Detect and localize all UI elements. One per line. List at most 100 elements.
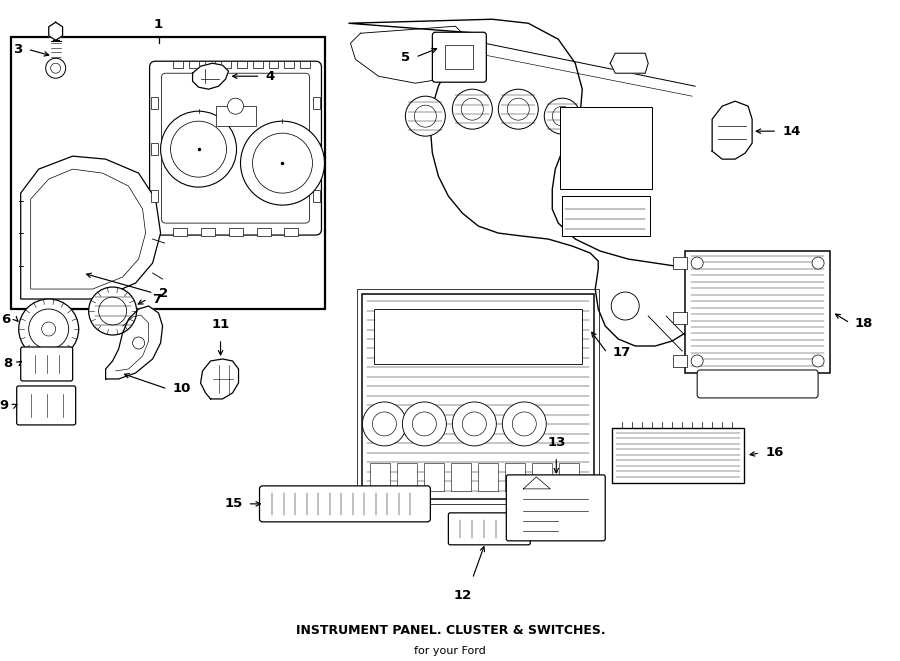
Circle shape <box>41 322 56 336</box>
FancyBboxPatch shape <box>162 73 310 223</box>
Circle shape <box>812 355 824 367</box>
Text: INSTRUMENT PANEL. CLUSTER & SWITCHES.: INSTRUMENT PANEL. CLUSTER & SWITCHES. <box>295 624 605 637</box>
Polygon shape <box>712 101 752 159</box>
Bar <box>398 463 418 491</box>
Text: 10: 10 <box>173 383 191 395</box>
Text: 12: 12 <box>454 589 472 602</box>
Bar <box>562 196 650 236</box>
Bar <box>673 312 688 324</box>
Circle shape <box>691 355 703 367</box>
Circle shape <box>29 309 68 349</box>
Circle shape <box>373 412 396 436</box>
Bar <box>173 228 186 236</box>
Bar <box>357 289 599 504</box>
Circle shape <box>405 97 446 136</box>
Bar <box>561 107 652 189</box>
Circle shape <box>414 105 436 127</box>
Circle shape <box>240 121 325 205</box>
Circle shape <box>50 63 60 73</box>
Text: 4: 4 <box>266 69 274 83</box>
Text: 11: 11 <box>212 318 230 331</box>
Bar <box>150 97 158 109</box>
Bar <box>313 97 320 109</box>
Bar <box>11 37 326 309</box>
Bar <box>559 463 580 491</box>
Bar <box>201 228 214 236</box>
Text: 13: 13 <box>547 436 565 449</box>
FancyBboxPatch shape <box>149 61 321 235</box>
Text: 7: 7 <box>153 293 162 305</box>
Bar <box>220 61 230 68</box>
Bar <box>237 61 247 68</box>
Text: 2: 2 <box>158 286 167 299</box>
FancyBboxPatch shape <box>17 386 76 425</box>
Bar <box>268 61 278 68</box>
Bar <box>150 190 158 202</box>
FancyBboxPatch shape <box>21 347 73 381</box>
Text: for your Ford: for your Ford <box>415 646 486 656</box>
Polygon shape <box>348 19 698 346</box>
Bar <box>215 106 256 126</box>
Circle shape <box>462 98 483 120</box>
Text: 14: 14 <box>782 125 800 137</box>
Bar <box>371 463 391 491</box>
Text: 16: 16 <box>765 446 784 459</box>
Bar <box>478 463 499 491</box>
Bar <box>256 228 271 236</box>
Circle shape <box>611 292 639 320</box>
Bar <box>229 228 242 236</box>
Bar <box>173 61 183 68</box>
Polygon shape <box>49 22 63 40</box>
Circle shape <box>171 121 227 177</box>
Circle shape <box>160 111 237 187</box>
Bar <box>452 463 472 491</box>
Polygon shape <box>610 54 648 73</box>
Circle shape <box>508 98 529 120</box>
Bar <box>189 61 199 68</box>
Text: 8: 8 <box>4 358 13 370</box>
Circle shape <box>453 89 492 129</box>
Circle shape <box>553 106 572 126</box>
Bar <box>363 294 594 499</box>
Polygon shape <box>105 306 163 379</box>
Bar <box>204 61 214 68</box>
Bar <box>446 45 473 69</box>
Circle shape <box>544 98 580 134</box>
Circle shape <box>88 287 137 335</box>
Bar <box>313 190 320 202</box>
Circle shape <box>132 337 145 349</box>
Bar <box>505 463 526 491</box>
Circle shape <box>691 257 703 269</box>
Circle shape <box>453 402 496 446</box>
Polygon shape <box>201 359 239 399</box>
Circle shape <box>512 412 536 436</box>
Bar <box>284 228 299 236</box>
Circle shape <box>363 402 407 446</box>
Polygon shape <box>31 169 146 289</box>
Bar <box>673 257 688 269</box>
Circle shape <box>253 133 312 193</box>
Bar <box>374 309 582 364</box>
FancyBboxPatch shape <box>259 486 430 522</box>
Text: 1: 1 <box>154 19 163 31</box>
Circle shape <box>402 402 446 446</box>
Circle shape <box>463 412 486 436</box>
Bar <box>685 251 830 373</box>
Circle shape <box>19 299 78 359</box>
Bar <box>612 428 744 483</box>
Bar <box>284 61 294 68</box>
Text: 6: 6 <box>2 313 11 325</box>
Circle shape <box>499 89 538 129</box>
Polygon shape <box>193 63 229 89</box>
Circle shape <box>228 98 244 114</box>
Circle shape <box>99 297 127 325</box>
Bar <box>673 355 688 367</box>
Circle shape <box>412 412 436 436</box>
FancyBboxPatch shape <box>432 32 486 82</box>
Circle shape <box>502 402 546 446</box>
Circle shape <box>812 257 824 269</box>
Polygon shape <box>21 156 160 299</box>
Bar <box>253 61 263 68</box>
Text: 5: 5 <box>401 51 410 63</box>
Text: 17: 17 <box>612 346 631 360</box>
